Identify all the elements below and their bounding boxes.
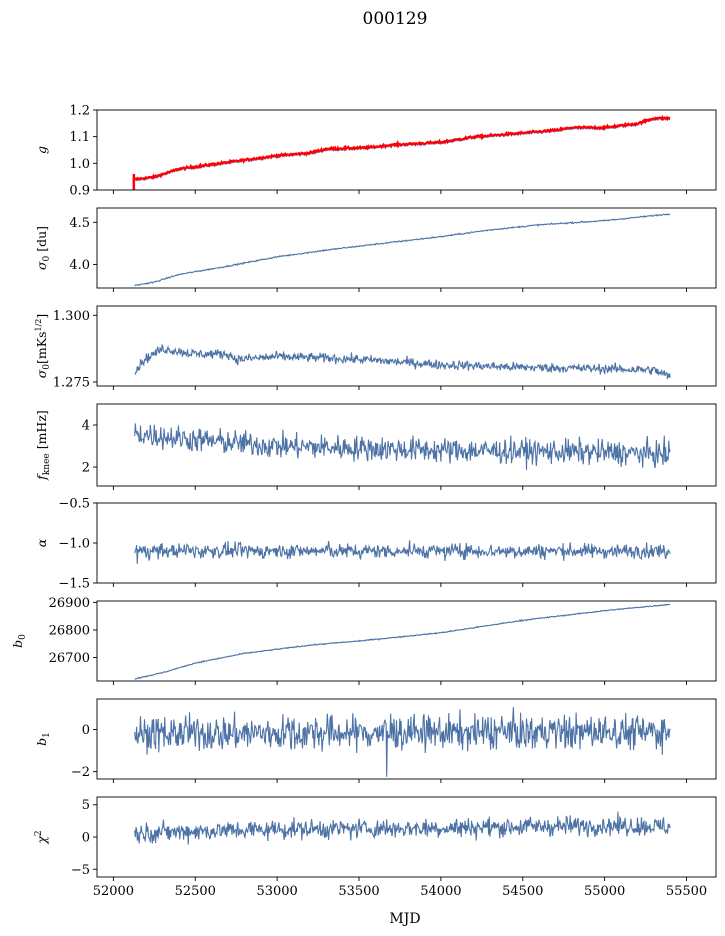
- y-tick-label: 2: [82, 461, 90, 476]
- x-tick-label: 55500: [666, 884, 707, 899]
- plot-area: [134, 343, 671, 380]
- y-axis-label: χ2: [34, 830, 49, 844]
- y-axis-label: g: [34, 146, 49, 154]
- subplot-7: −2 0 b1: [34, 698, 717, 783]
- y-tick-label: −1.5: [58, 577, 90, 592]
- x-axis-label: MJD: [389, 911, 420, 927]
- y-tick-label: 0: [82, 831, 90, 846]
- subplot-2: 4.0 4.5 σ0 [du]: [34, 207, 717, 292]
- y-tick-label: −5: [71, 863, 90, 878]
- plot-area: [134, 423, 671, 471]
- y-tick-label: 1.275: [53, 376, 90, 391]
- subplot-4: 2 4 fknee [mHz]: [34, 403, 717, 490]
- y-tick-label: 1.300: [53, 309, 90, 324]
- x-tick-label: 53000: [256, 884, 297, 899]
- subplot-1: 0.9 1.0 1.1 1.2 g: [34, 104, 717, 199]
- y-tick-label: 1.0: [69, 157, 90, 172]
- y-tick-label: 26800: [49, 623, 90, 638]
- series-line: [134, 213, 671, 287]
- series-line: [134, 423, 671, 471]
- axes-frame: [96, 305, 717, 387]
- axes-frame: [96, 403, 717, 487]
- x-tick-label: 52000: [93, 884, 134, 899]
- axes-frame: [96, 502, 717, 584]
- y-tick-label: 26900: [49, 596, 90, 611]
- axes-frame: [96, 600, 717, 682]
- x-tick-label: 53500: [338, 884, 379, 899]
- panels: 0.9 1.0 1.1 1.2 g 4.0 4.5 σ0 [du] 1.275 1.300σ0[m…: [10, 104, 717, 899]
- x-tick-label: 52500: [175, 884, 216, 899]
- subplot-8: −5 0 5 52000 52500 53000 53500 54000 54500 55000 5…: [34, 796, 717, 899]
- plot-area: [134, 213, 671, 287]
- plot-area: [134, 540, 671, 564]
- series-line: [134, 540, 671, 564]
- subplot-6: 26700 26800 26900 b0: [10, 596, 717, 685]
- series-line: [134, 603, 671, 680]
- y-axis-label: b1: [34, 732, 52, 746]
- axes-frame: [96, 796, 717, 878]
- y-tick-label: 4.5: [69, 216, 90, 231]
- x-tick-label: 54500: [502, 884, 543, 899]
- y-axis-label: α: [34, 538, 49, 547]
- y-axis-label: fknee [mHz]: [34, 410, 52, 481]
- x-tick-label: 55000: [584, 884, 625, 899]
- axes-frame: [96, 207, 717, 289]
- series-line: [134, 707, 671, 777]
- axes-frame: [96, 698, 717, 780]
- y-tick-label: −1.0: [58, 537, 90, 552]
- y-tick-label: 0: [82, 723, 90, 738]
- subplot-5: −1.5 −1.0 −0.5 α: [34, 497, 717, 592]
- y-tick-label: 4: [82, 419, 90, 434]
- y-tick-label: −2: [71, 765, 90, 780]
- y-tick-label: 26700: [49, 651, 90, 666]
- plot-area: [132, 114, 671, 190]
- y-tick-label: 0.9: [69, 184, 90, 199]
- series-line: [134, 811, 671, 845]
- y-tick-label: 4.0: [69, 258, 90, 273]
- y-tick-label: 5: [82, 798, 90, 813]
- axes-frame: [96, 109, 717, 191]
- y-tick-label: 1.1: [69, 130, 90, 145]
- y-axis-label: σ0[mKs1/2]: [34, 314, 52, 379]
- plot-area: [134, 707, 671, 777]
- y-tick-label: −0.5: [58, 497, 90, 512]
- figure-title: 000129: [363, 9, 428, 29]
- x-tick-label: 54000: [420, 884, 461, 899]
- y-axis-label: σ0 [du]: [34, 226, 52, 270]
- plot-area: [134, 603, 671, 680]
- plot-area: [134, 811, 671, 845]
- overlay-line: [134, 114, 671, 181]
- y-axis-label: b0: [10, 634, 28, 648]
- series-line: [134, 343, 671, 380]
- y-tick-label: 1.2: [69, 104, 90, 119]
